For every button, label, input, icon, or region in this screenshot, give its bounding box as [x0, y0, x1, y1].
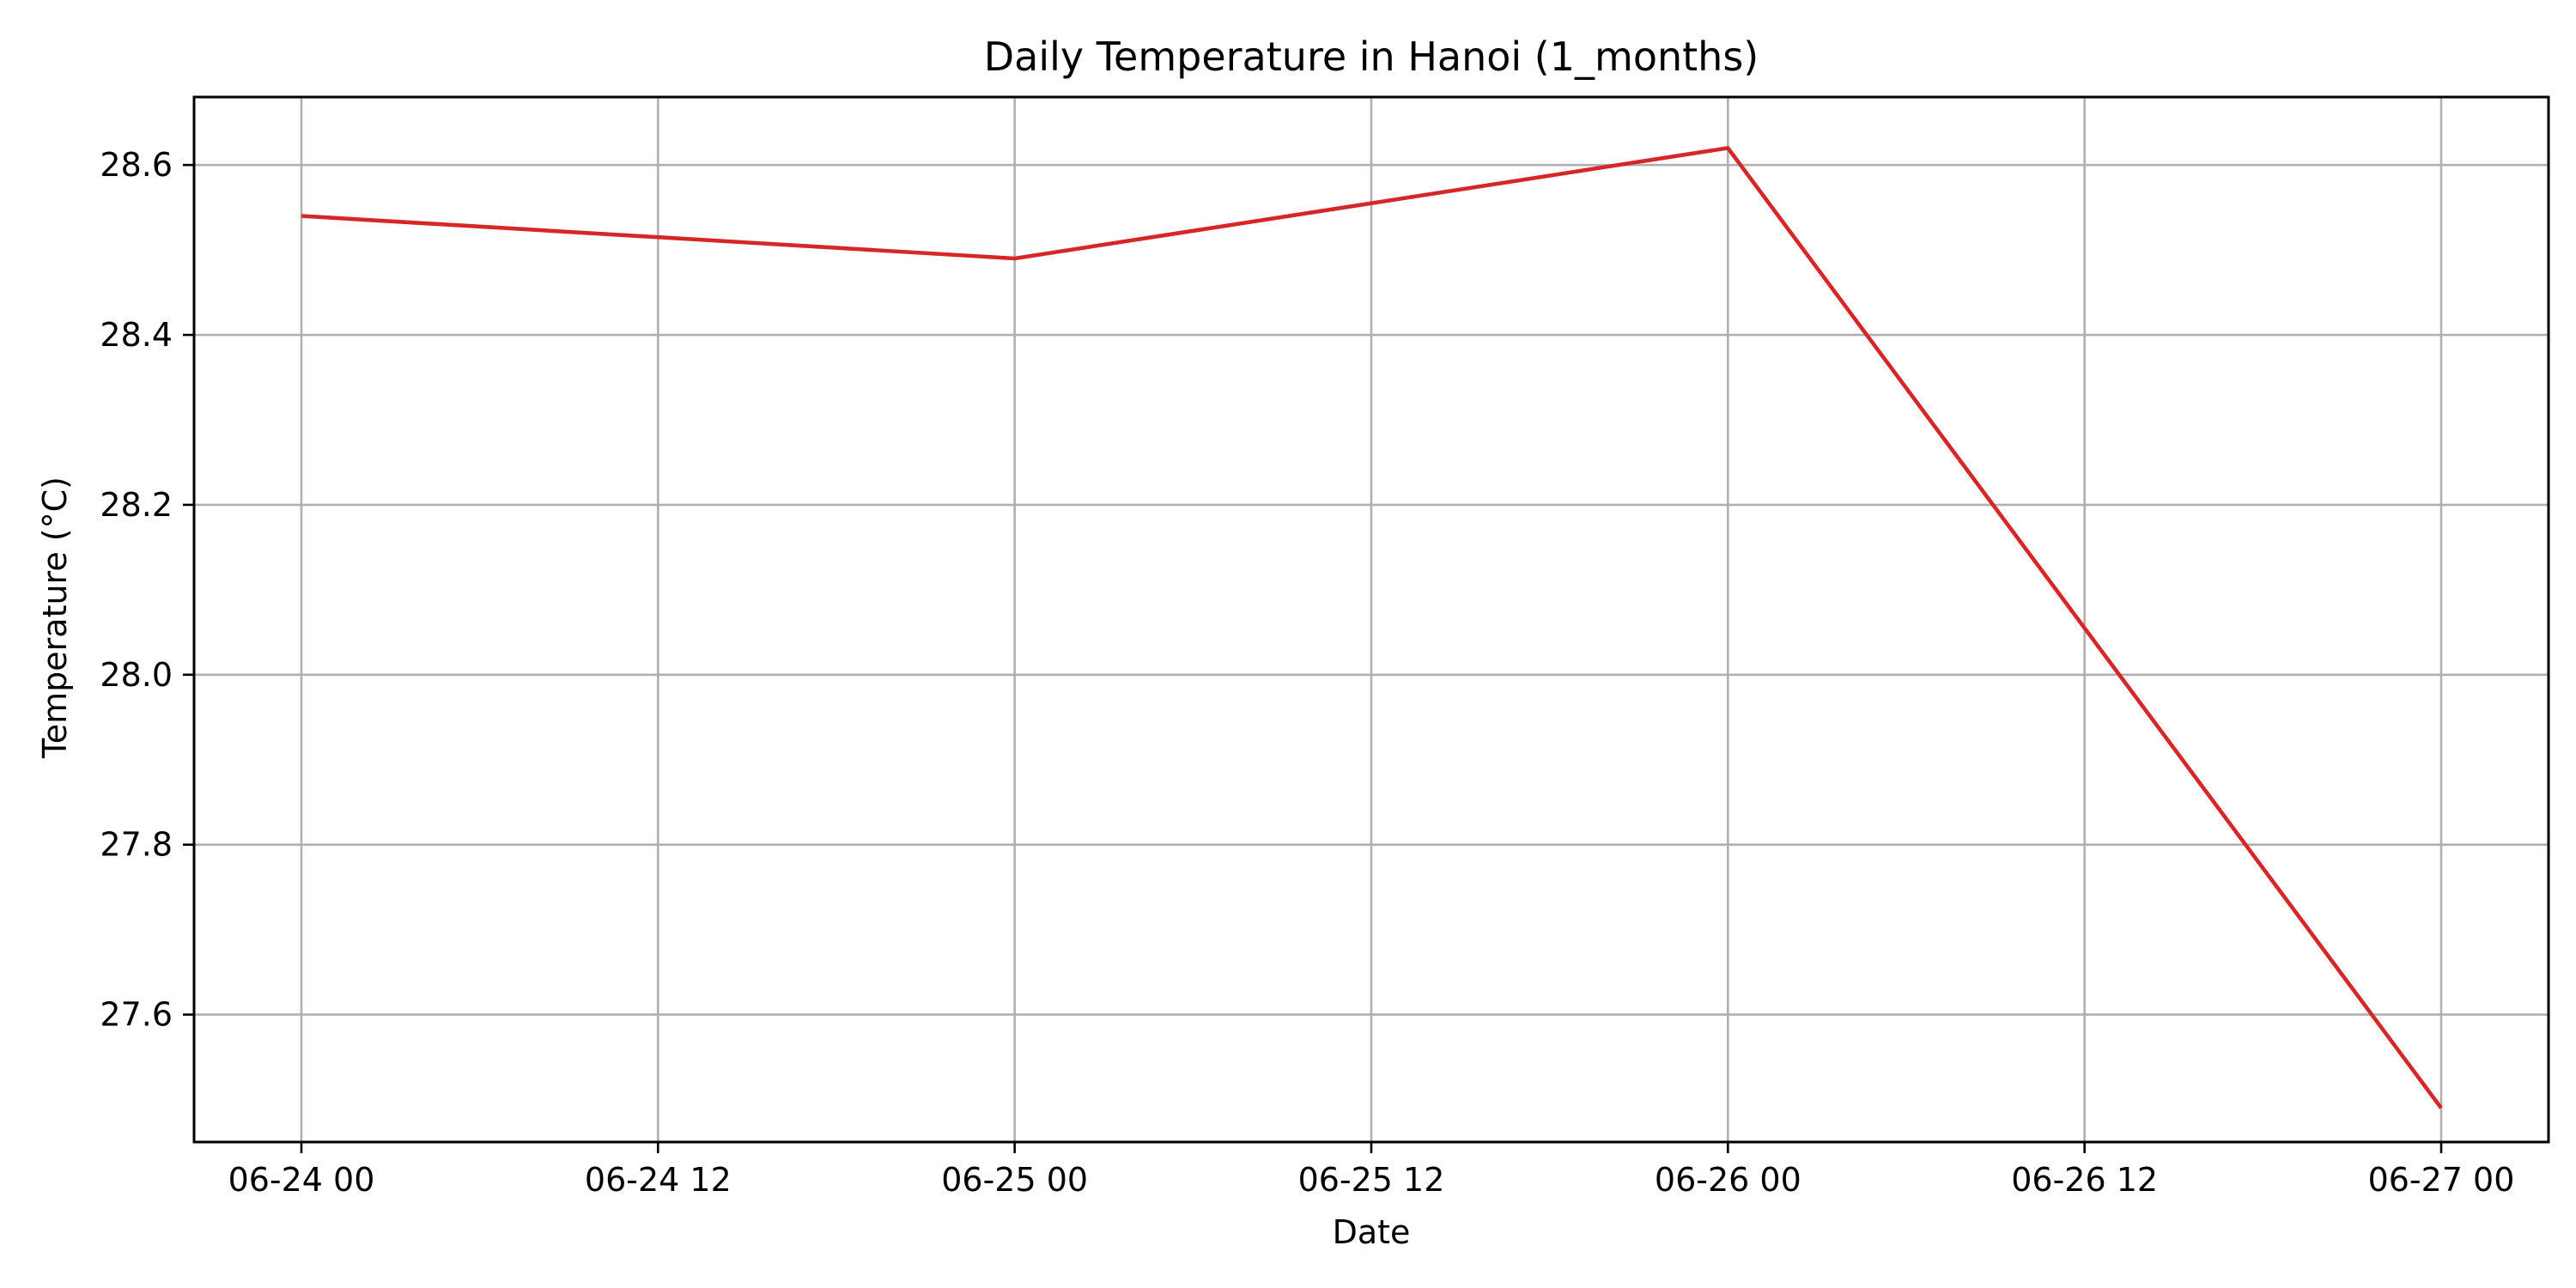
- x-axis-label: Date: [1333, 1213, 1411, 1251]
- x-tick-label: 06-25 00: [941, 1161, 1088, 1199]
- grid: [194, 97, 2549, 1142]
- y-tick-label: 28.2: [100, 486, 173, 524]
- y-tick-label: 27.8: [100, 826, 173, 864]
- x-tick-label: 06-26 12: [2011, 1161, 2158, 1199]
- x-tick-label: 06-24 12: [585, 1161, 732, 1199]
- y-axis-label: Temperature (°C): [36, 477, 74, 759]
- chart-title: Daily Temperature in Hanoi (1_months): [984, 33, 1759, 80]
- series-layer: [301, 146, 2443, 1109]
- x-tick-label: 06-24 00: [228, 1161, 375, 1199]
- y-tick-label: 28.6: [100, 146, 173, 184]
- y-tick-label: 28.4: [100, 316, 173, 354]
- y-tick-label: 27.6: [100, 996, 173, 1034]
- x-tick-label: 06-25 12: [1298, 1161, 1445, 1199]
- ticks: 06-24 00 06-24 12 06-25 00 06-25 12 06-26 00…: [100, 146, 2514, 1199]
- x-tick-label: 06-27 00: [2368, 1161, 2515, 1199]
- y-tick-label: 28.0: [100, 656, 173, 694]
- x-tick-label: 06-26 00: [1655, 1161, 1801, 1199]
- series-line: [301, 146, 2443, 1109]
